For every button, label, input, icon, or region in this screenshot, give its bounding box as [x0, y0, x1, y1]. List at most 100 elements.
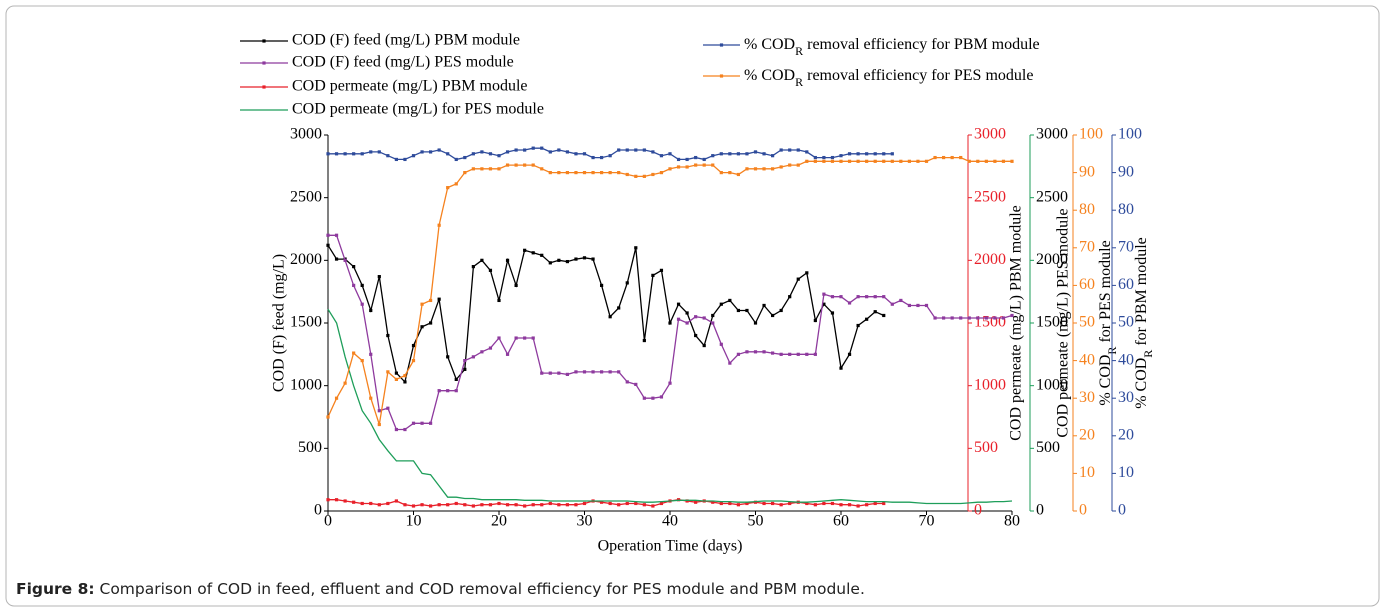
text-part: for PBM module [1133, 237, 1150, 349]
point [540, 503, 544, 507]
point [728, 298, 732, 303]
point [856, 152, 860, 156]
point [907, 303, 911, 308]
point [882, 152, 886, 156]
point [668, 381, 672, 385]
point [659, 171, 664, 175]
point [514, 336, 518, 340]
point [822, 155, 826, 160]
point [694, 155, 698, 160]
point [890, 159, 894, 163]
point [386, 333, 390, 338]
y3-tick-label: 1500 [1036, 314, 1068, 331]
point [685, 165, 689, 169]
point [352, 283, 356, 287]
point [711, 154, 715, 158]
point [694, 500, 698, 504]
y5-tick-label: 80 [1118, 201, 1134, 218]
point [608, 171, 612, 175]
point [574, 370, 578, 374]
y4-tick-label: 60 [1079, 276, 1095, 293]
point [505, 258, 510, 262]
point [343, 258, 347, 262]
point [437, 223, 441, 227]
point [437, 503, 441, 507]
y2-tick-label: 2000 [974, 251, 1006, 268]
point [582, 501, 587, 506]
point [557, 148, 561, 152]
y-tick-label: 500 [298, 439, 322, 456]
text-part: % COD [744, 67, 795, 84]
point [574, 257, 578, 261]
point [514, 163, 518, 167]
point [386, 406, 390, 410]
y3-axis-title: COD permeate (mg/L) PES module [1055, 208, 1072, 437]
point [805, 501, 809, 506]
legend-label: COD permeate (mg/L) for PES module [292, 101, 544, 118]
point [702, 343, 706, 348]
point [659, 501, 664, 506]
point [377, 409, 381, 413]
point [771, 154, 775, 158]
legend-marker [262, 85, 266, 89]
y5-tick-label: 30 [1118, 389, 1134, 406]
point [762, 152, 766, 156]
point [779, 503, 783, 507]
point [411, 421, 416, 425]
y4-tick-label: 50 [1079, 314, 1095, 331]
point [924, 159, 929, 163]
point [497, 336, 501, 340]
point [454, 389, 458, 393]
point [788, 295, 792, 299]
point [736, 172, 740, 177]
y3-tick-label: 1000 [1036, 376, 1068, 393]
point [813, 155, 817, 160]
point [796, 352, 800, 356]
text-part: removal efficiency for PBM module [803, 36, 1040, 53]
point [480, 258, 484, 262]
point [591, 171, 595, 175]
point [497, 167, 501, 171]
point [557, 371, 561, 375]
point [394, 157, 398, 162]
point [865, 159, 869, 163]
point [873, 310, 877, 314]
point [736, 352, 740, 356]
point [745, 350, 749, 354]
point [933, 316, 937, 320]
point [950, 155, 954, 160]
point [403, 374, 407, 378]
x-tick-label: 30 [577, 513, 593, 530]
point [805, 352, 809, 356]
point [873, 159, 877, 163]
point [386, 154, 390, 158]
series-line [328, 234, 1013, 431]
point [326, 498, 330, 502]
point [480, 503, 484, 507]
caption-text: Comparison of COD in feed, effluent and … [94, 580, 865, 598]
subscript: R [795, 75, 803, 89]
point [403, 380, 407, 384]
point [463, 359, 467, 363]
point [642, 148, 646, 152]
point [779, 308, 783, 313]
series-line [327, 244, 885, 384]
point [865, 295, 869, 299]
point [916, 159, 920, 163]
y5-tick-label: 10 [1118, 464, 1134, 481]
point [565, 372, 569, 376]
point [728, 361, 732, 365]
point [369, 396, 373, 400]
point [505, 163, 510, 167]
point [779, 352, 783, 356]
point [805, 150, 809, 154]
point [659, 268, 664, 272]
point [480, 167, 484, 171]
point [694, 163, 698, 167]
point [557, 171, 561, 175]
point [813, 318, 817, 323]
point [676, 317, 681, 321]
y4-tick-label: 70 [1079, 238, 1095, 255]
point [600, 171, 604, 175]
point [805, 271, 809, 275]
